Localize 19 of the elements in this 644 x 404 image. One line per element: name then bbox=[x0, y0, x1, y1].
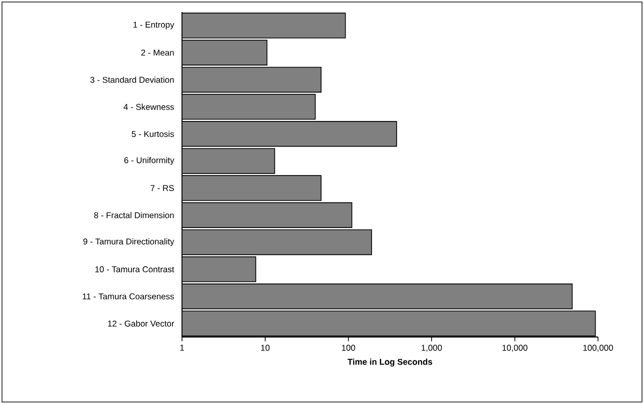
x-tick-label: 100 bbox=[342, 344, 356, 351]
y-tick-label: 3 - Standard Deviation bbox=[90, 76, 174, 83]
y-tick-label: 1 - Entropy bbox=[133, 22, 174, 30]
y-tick-label: 2 - Mean bbox=[141, 50, 174, 56]
y-tick-label: 6 - Uniformity bbox=[124, 157, 174, 165]
y-tick-label: 4 - Skewness bbox=[124, 104, 174, 110]
y-tick-label: 5 - Kurtosis bbox=[132, 130, 174, 137]
y-tick-label: 7 - RS bbox=[150, 185, 174, 192]
y-tick-label: 12 - Gabor Vector bbox=[108, 320, 174, 327]
x-tick-label: 1 bbox=[180, 344, 184, 351]
y-tick-label: 9 - Tamura Directionality bbox=[83, 238, 174, 246]
x-axis-title: Time in Log Seconds bbox=[348, 358, 432, 367]
x-tick-label: 10 bbox=[261, 344, 270, 351]
y-tick-label: 11 - Tamura Coarseness bbox=[82, 293, 174, 300]
x-tick-label: 100,000 bbox=[583, 344, 613, 352]
x-tick-label: 10,000 bbox=[502, 344, 528, 352]
y-tick-label: 8 - Fractal Dimension bbox=[94, 212, 174, 218]
x-tick-label: 1,000 bbox=[422, 344, 442, 352]
y-tick-label: 10 - Tamura Contrast bbox=[95, 266, 174, 272]
